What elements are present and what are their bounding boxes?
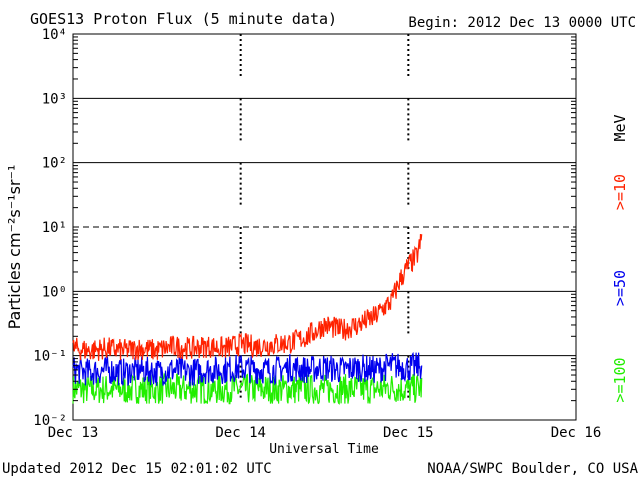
legend-series-100: >=100	[611, 357, 629, 402]
legend-unit-label: MeV	[611, 114, 629, 141]
chart-title: GOES13 Proton Flux (5 minute data)	[30, 10, 337, 28]
y-tick-label: 10⁻¹	[33, 349, 67, 365]
legend-series-50: >=50	[611, 270, 629, 306]
footer-credit: NOAA/SWPC Boulder, CO USA	[427, 461, 638, 477]
y-tick-label: 10¹	[42, 220, 67, 236]
y-tick-label: 10⁰	[42, 284, 67, 300]
x-tick-label: Dec 13	[48, 425, 99, 441]
legend: MeV >=10 >=50 >=100	[611, 114, 629, 402]
y-tick-label: 10²	[42, 156, 67, 172]
x-axis-ticks: Dec 13 Dec 14 Dec 15 Dec 16	[48, 425, 602, 441]
plot-grid	[73, 34, 576, 420]
legend-series-10: >=10	[611, 174, 629, 210]
y-tick-label: 10⁴	[42, 27, 67, 43]
series-line	[72, 233, 423, 361]
series-line	[72, 351, 423, 387]
series-line	[72, 372, 423, 405]
y-axis-label: Particles cm⁻²s⁻¹sr⁻¹	[5, 165, 24, 330]
x-tick-label: Dec 15	[383, 425, 434, 441]
begin-label: Begin: 2012 Dec 13 0000 UTC	[408, 15, 636, 31]
footer-updated: Updated 2012 Dec 15 02:01:02 UTC	[2, 461, 272, 477]
y-tick-label: 10³	[42, 91, 67, 107]
x-tick-label: Dec 16	[551, 425, 602, 441]
x-tick-label: Dec 14	[215, 425, 266, 441]
series-group	[72, 233, 423, 405]
y-axis-ticks: 10⁻² 10⁻¹ 10⁰ 10¹ 10² 10³ 10⁴	[33, 27, 576, 429]
y-tick-label: 10⁻²	[33, 413, 67, 429]
x-axis-label: Universal Time	[269, 442, 379, 457]
